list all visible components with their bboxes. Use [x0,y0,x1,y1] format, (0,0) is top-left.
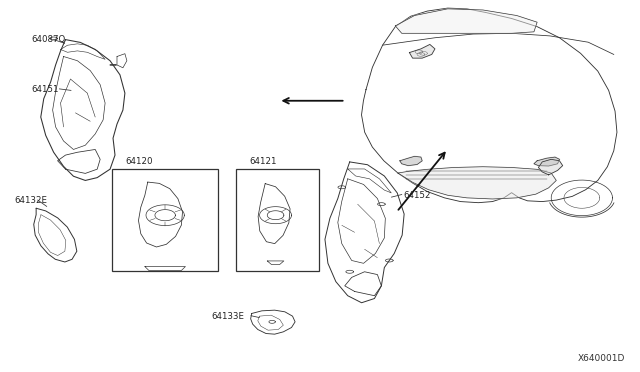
Bar [236,169,319,271]
Text: 64120: 64120 [125,157,153,166]
Text: 64151: 64151 [31,85,59,94]
Polygon shape [538,159,563,175]
Text: 64132E: 64132E [15,196,48,205]
Polygon shape [398,167,556,199]
Polygon shape [410,44,435,58]
Text: 64133E: 64133E [211,312,244,321]
Polygon shape [534,157,559,166]
Bar [113,169,218,271]
Text: 64087Q: 64087Q [31,35,65,44]
Text: 64152: 64152 [403,191,431,200]
Text: X640001D: X640001D [578,354,625,363]
Text: 64121: 64121 [250,157,277,166]
Polygon shape [396,9,537,33]
Polygon shape [400,156,422,166]
